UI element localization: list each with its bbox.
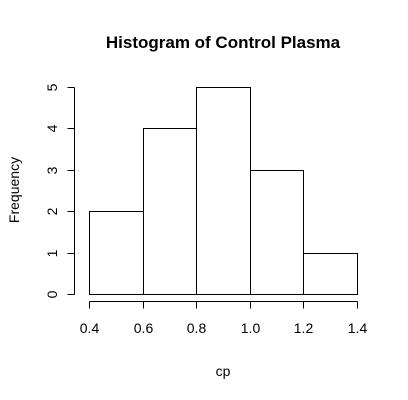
- y-axis-label: Frequency: [6, 157, 22, 223]
- chart-title: Histogram of Control Plasma: [106, 33, 341, 52]
- y-tick-label: 4: [44, 124, 60, 132]
- x-axis: 0.4 0.6 0.8 1.0 1.2 1.4: [80, 301, 368, 336]
- y-axis: 0 1 2 3 4 5: [44, 83, 75, 298]
- y-tick-label: 3: [44, 166, 60, 174]
- histogram-bar: [143, 128, 197, 295]
- y-tick-label: 1: [44, 249, 60, 257]
- histogram-bars: [89, 87, 358, 295]
- histogram-bar: [303, 253, 358, 295]
- x-tick-label: 0.4: [80, 320, 100, 336]
- x-axis-label: cp: [216, 363, 231, 379]
- x-tick-label: 1.4: [348, 320, 368, 336]
- x-tick-label: 1.0: [241, 320, 261, 336]
- histogram-bar: [89, 211, 144, 295]
- x-tick-label: 0.8: [187, 320, 207, 336]
- y-tick-label: 0: [44, 290, 60, 298]
- histogram-bar: [196, 87, 251, 295]
- x-tick-label: 1.2: [294, 320, 314, 336]
- y-tick-label: 2: [44, 207, 60, 215]
- y-tick-label: 5: [44, 83, 60, 91]
- x-tick-label: 0.6: [134, 320, 154, 336]
- histogram-bar: [250, 170, 304, 295]
